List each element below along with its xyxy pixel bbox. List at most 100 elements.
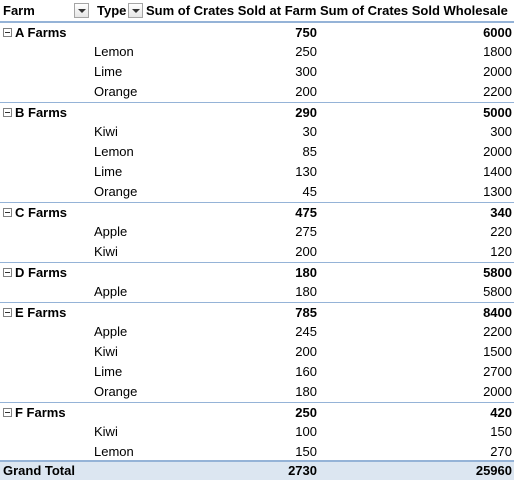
type-wholesale-value[interactable]: 150	[490, 424, 512, 439]
type-at-farm-value[interactable]: 275	[295, 224, 317, 239]
type-at-farm-value[interactable]: 160	[295, 364, 317, 379]
type-at-farm-value[interactable]: 180	[295, 284, 317, 299]
farm-name-cell[interactable]: F Farms	[0, 403, 75, 423]
farm-name: E Farms	[15, 305, 67, 320]
type-at-farm-value[interactable]: 150	[295, 444, 317, 459]
type-row: Kiwi 100 150	[0, 422, 514, 442]
farm-subtotal-wholesale[interactable]: 420	[490, 405, 512, 420]
type-name[interactable]: Kiwi	[94, 344, 118, 359]
type-wholesale-value[interactable]: 220	[490, 224, 512, 239]
type-name[interactable]: Kiwi	[94, 424, 118, 439]
type-at-farm-value[interactable]: 130	[295, 164, 317, 179]
farm-subtotal-at-farm[interactable]: 250	[295, 405, 317, 420]
farm-subtotal-at-farm[interactable]: 750	[295, 25, 317, 40]
grand-total-wholesale[interactable]: 25960	[475, 463, 512, 478]
type-wholesale-value[interactable]: 1500	[483, 344, 512, 359]
type-row: Apple 275 220	[0, 222, 514, 242]
type-at-farm-value[interactable]: 100	[295, 424, 317, 439]
type-header[interactable]: Type	[97, 3, 127, 18]
type-name[interactable]: Orange	[94, 184, 138, 199]
farm-subtotal-at-farm[interactable]: 475	[295, 205, 317, 220]
grand-total-at-farm[interactable]: 2730	[288, 463, 317, 478]
type-wholesale-value[interactable]: 2000	[483, 64, 512, 79]
grand-total-label[interactable]: Grand Total	[3, 463, 75, 478]
type-name[interactable]: Lemon	[94, 44, 134, 59]
type-name[interactable]: Lime	[94, 164, 123, 179]
farm-name-cell[interactable]: B Farms	[0, 103, 75, 123]
type-wholesale-value[interactable]: 2700	[483, 364, 512, 379]
type-wholesale-value[interactable]: 120	[490, 244, 512, 259]
type-wholesale-value[interactable]: 270	[490, 444, 512, 459]
farm-subtotal-wholesale[interactable]: 8400	[483, 305, 512, 320]
farm-subtotal-wholesale[interactable]: 5000	[483, 105, 512, 120]
type-row: Kiwi 30 300	[0, 122, 514, 142]
type-wholesale-value[interactable]: 5800	[483, 284, 512, 299]
farm-subtotal-wholesale[interactable]: 6000	[483, 25, 512, 40]
collapse-minus-icon[interactable]	[3, 108, 12, 118]
type-at-farm-value[interactable]: 245	[295, 324, 317, 339]
farm-name-cell[interactable]: E Farms	[0, 303, 75, 323]
type-row: Orange 200 2200	[0, 82, 514, 102]
farm-name-cell[interactable]: D Farms	[0, 263, 75, 283]
farm-subtotal-wholesale[interactable]: 5800	[483, 265, 512, 280]
type-name[interactable]: Apple	[94, 284, 128, 299]
collapse-minus-icon[interactable]	[3, 268, 12, 278]
type-wholesale-value[interactable]: 300	[490, 124, 512, 139]
farm-name: B Farms	[15, 105, 68, 120]
type-name[interactable]: Kiwi	[94, 244, 118, 259]
type-wholesale-value[interactable]: 1800	[483, 44, 512, 59]
type-at-farm-value[interactable]: 180	[295, 384, 317, 399]
type-at-farm-value[interactable]: 250	[295, 44, 317, 59]
farm-name: A Farms	[15, 25, 67, 40]
type-wholesale-value[interactable]: 1400	[483, 164, 512, 179]
farm-filter-dropdown-icon[interactable]	[74, 3, 89, 18]
type-wholesale-value[interactable]: 2200	[483, 324, 512, 339]
farm-name-cell[interactable]: C Farms	[0, 203, 75, 223]
type-at-farm-value[interactable]: 200	[295, 84, 317, 99]
crates-wholesale-header[interactable]: Sum of Crates Sold Wholesale	[320, 3, 508, 18]
collapse-minus-icon[interactable]	[3, 408, 12, 418]
collapse-minus-icon[interactable]	[3, 308, 12, 318]
type-wholesale-value[interactable]: 2200	[483, 84, 512, 99]
type-at-farm-value[interactable]: 200	[295, 344, 317, 359]
type-at-farm-value[interactable]: 85	[302, 144, 317, 159]
type-wholesale-value[interactable]: 2000	[483, 144, 512, 159]
type-name[interactable]: Apple	[94, 224, 128, 239]
pivot-table: Farm Type Sum of Crates Sold at Farm Sum…	[0, 0, 514, 462]
type-row: Lemon 85 2000	[0, 142, 514, 162]
type-row: Orange 180 2000	[0, 382, 514, 402]
farm-name-cell[interactable]: A Farms	[0, 23, 75, 43]
farm-group-row: F Farms 250 420	[0, 402, 514, 422]
type-at-farm-value[interactable]: 45	[302, 184, 317, 199]
pivot-header-row: Farm Type Sum of Crates Sold at Farm Sum…	[0, 0, 514, 22]
type-name[interactable]: Lemon	[94, 444, 134, 459]
farm-subtotal-at-farm[interactable]: 290	[295, 105, 317, 120]
type-name[interactable]: Lemon	[94, 144, 134, 159]
farm-group-row: E Farms 785 8400	[0, 302, 514, 322]
type-at-farm-value[interactable]: 200	[295, 244, 317, 259]
type-name[interactable]: Orange	[94, 84, 138, 99]
type-name[interactable]: Kiwi	[94, 124, 118, 139]
type-row: Lime 160 2700	[0, 362, 514, 382]
type-name[interactable]: Lime	[94, 64, 123, 79]
type-name[interactable]: Orange	[94, 384, 138, 399]
farm-group-row: D Farms 180 5800	[0, 262, 514, 282]
collapse-minus-icon[interactable]	[3, 208, 12, 218]
pivot-body: A Farms 750 6000 Lemon 250 1800 Lime 300 2000 Ora…	[0, 22, 514, 462]
type-row: Lime 300 2000	[0, 62, 514, 82]
type-at-farm-value[interactable]: 300	[295, 64, 317, 79]
crates-at-farm-header[interactable]: Sum of Crates Sold at Farm	[146, 3, 317, 18]
farm-subtotal-wholesale[interactable]: 340	[490, 205, 512, 220]
type-filter-dropdown-icon[interactable]	[128, 3, 143, 18]
farm-header[interactable]: Farm	[3, 3, 35, 18]
collapse-minus-icon[interactable]	[3, 28, 12, 38]
type-wholesale-value[interactable]: 1300	[483, 184, 512, 199]
type-at-farm-value[interactable]: 30	[302, 124, 317, 139]
type-wholesale-value[interactable]: 2000	[483, 384, 512, 399]
farm-name: F Farms	[15, 405, 66, 420]
type-row: Lemon 250 1800	[0, 42, 514, 62]
farm-subtotal-at-farm[interactable]: 785	[295, 305, 317, 320]
type-name[interactable]: Apple	[94, 324, 128, 339]
type-name[interactable]: Lime	[94, 364, 123, 379]
farm-subtotal-at-farm[interactable]: 180	[295, 265, 317, 280]
